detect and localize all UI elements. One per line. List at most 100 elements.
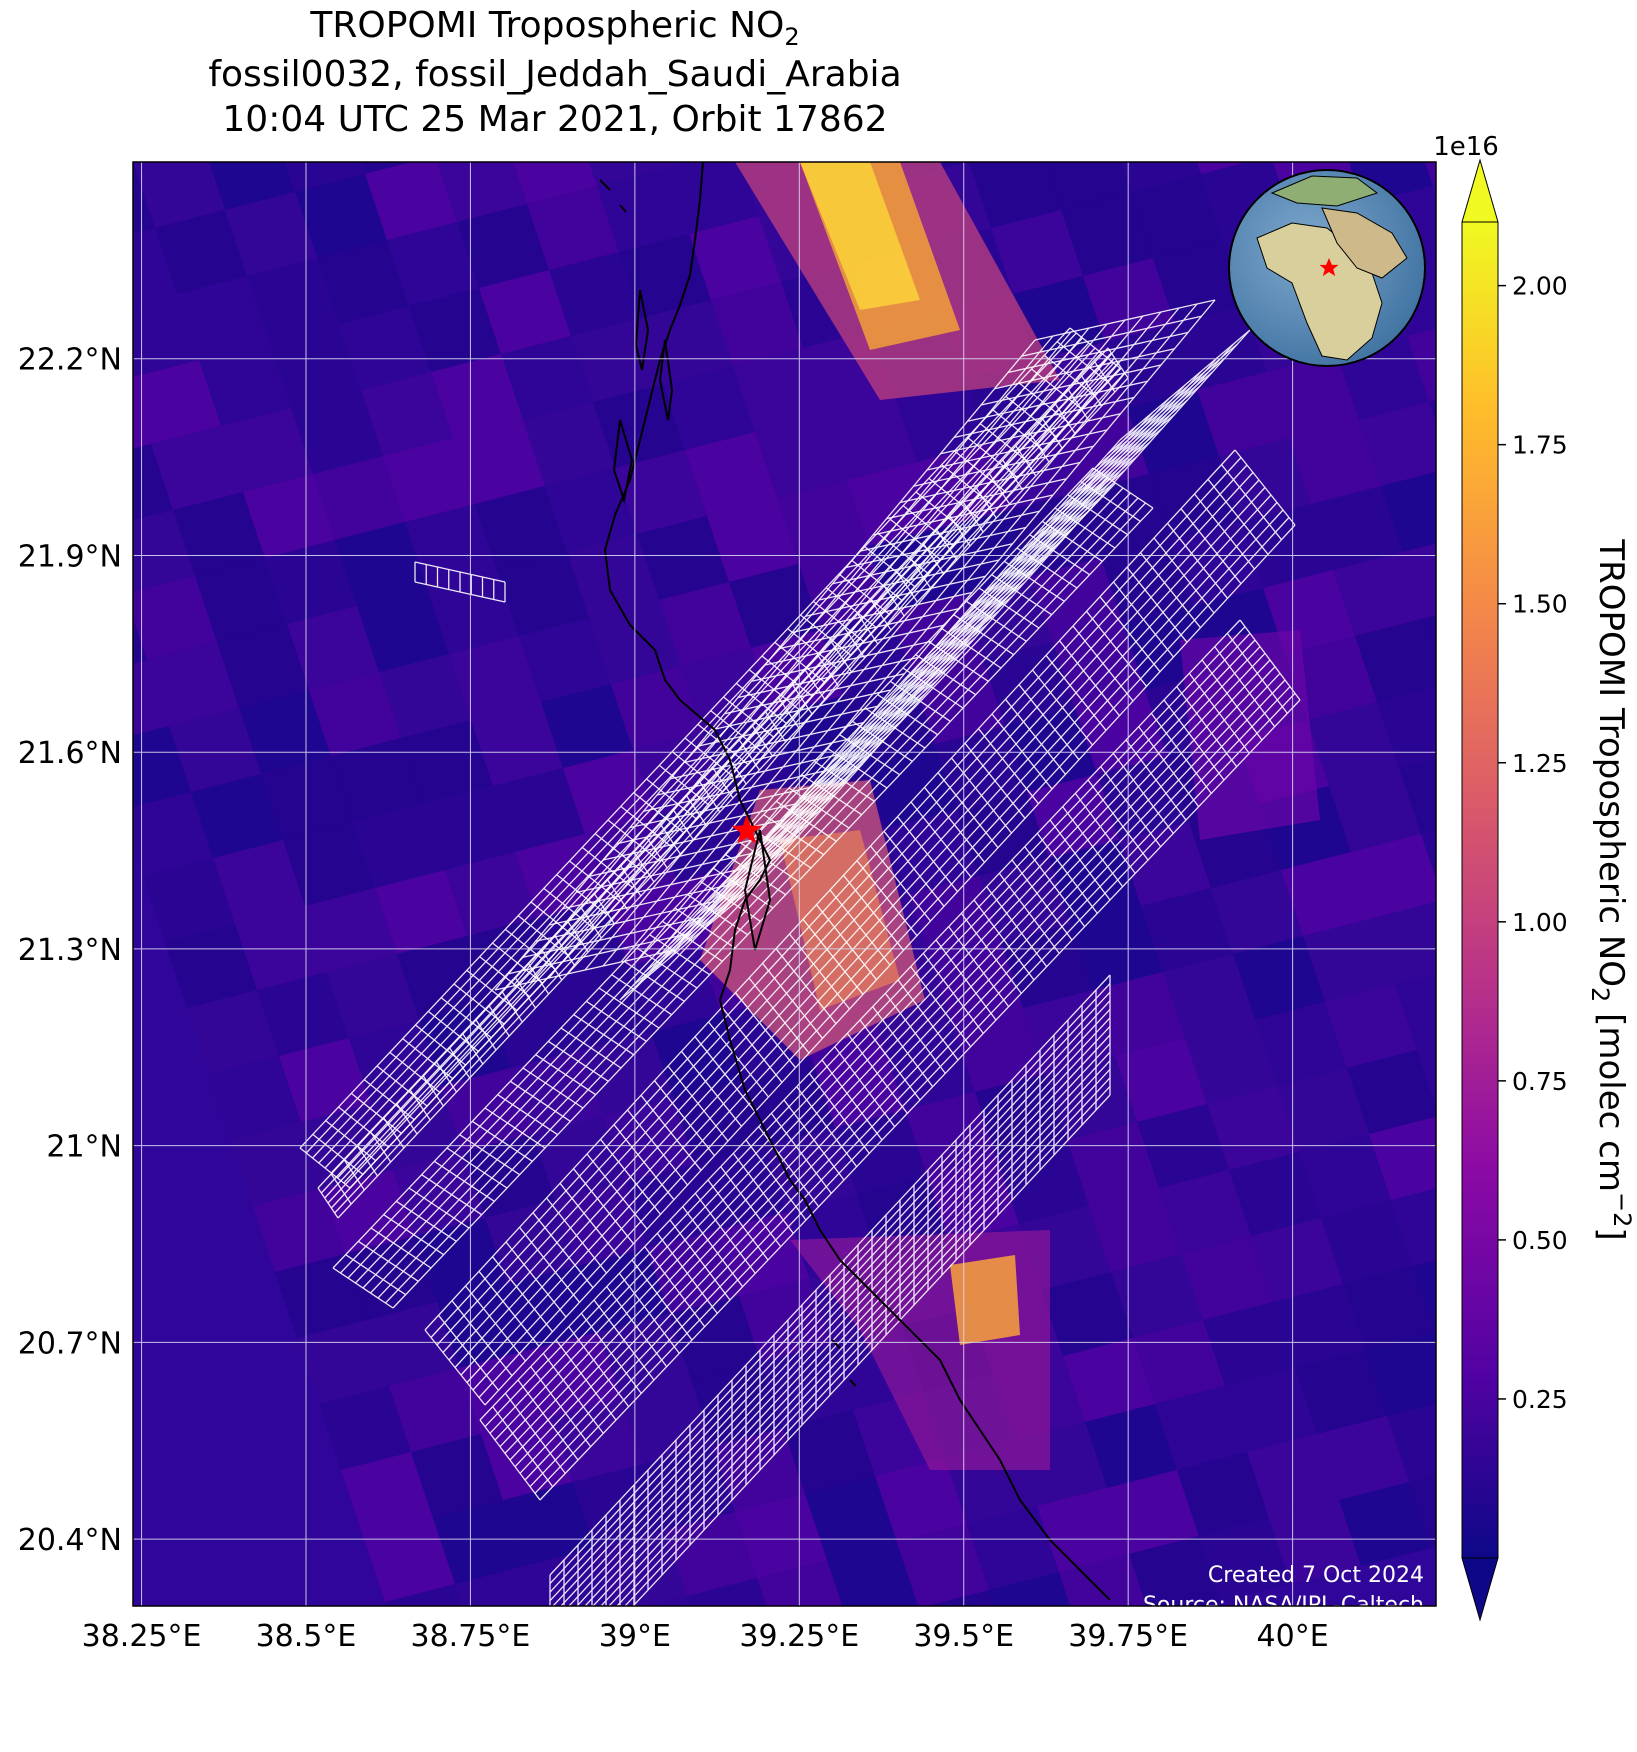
no2-pixel-tile bbox=[1367, 0, 1459, 54]
colorbar-label-sup: −2 bbox=[1608, 1192, 1636, 1227]
no2-pixel-tile bbox=[287, 606, 379, 690]
no2-pixel-tile bbox=[1413, 1260, 1436, 1332]
no2-pixel-tile bbox=[235, 906, 327, 990]
no2-pixel-tile bbox=[1529, 0, 1621, 84]
no2-pixel-tile bbox=[251, 42, 343, 126]
no2-pixel-tile bbox=[667, 162, 759, 234]
no2-pixel-tile bbox=[0, 396, 81, 480]
no2-pixel-tile bbox=[409, 288, 501, 372]
no2-pixel-tile bbox=[1425, 615, 1436, 651]
no2-pixel-tile bbox=[827, 1542, 919, 1606]
no2-pixel-tile bbox=[387, 222, 479, 306]
no2-pixel-tile bbox=[685, 432, 777, 516]
no2-pixel-tile bbox=[137, 0, 229, 12]
no2-pixel-tile bbox=[777, 480, 869, 564]
colorbar-tick-label: 1.75 bbox=[1512, 431, 1568, 460]
no2-pixel-tile bbox=[1107, 1470, 1199, 1554]
no2-pixel-tile bbox=[361, 372, 453, 456]
colorbar-label-suffix: [molec cm bbox=[1591, 1002, 1631, 1192]
no2-pixel-tile bbox=[1275, 0, 1367, 6]
no2-pixel-tile bbox=[133, 510, 195, 592]
no2-pixel-tile bbox=[297, 1320, 389, 1404]
x-tick-label: 39.5°E bbox=[913, 1619, 1014, 1654]
colorbar-extend-top bbox=[1461, 158, 1499, 223]
no2-pixel-tile bbox=[1121, 162, 1201, 192]
no2-pixel-tile bbox=[1277, 1068, 1369, 1152]
no2-pixel-tile bbox=[665, 162, 691, 168]
islands bbox=[599, 179, 857, 1387]
no2-pixel-tile bbox=[415, 1218, 507, 1302]
no2-pixel-tile bbox=[1551, 66, 1637, 150]
no2-pixel-tile bbox=[603, 1098, 695, 1182]
no2-pixel-tile bbox=[229, 0, 321, 60]
no2-pixel-tile bbox=[0, 0, 19, 66]
no2-pixel-tile bbox=[1507, 0, 1599, 18]
no2-pixel-tile bbox=[199, 342, 291, 426]
colorbar: 0.25 0.50 0.75 1.00 1.25 1.50 1.75 2.00 1e16 TR… bbox=[1433, 132, 1636, 1622]
no2-pixel-tile bbox=[1389, 36, 1481, 120]
no2-pixel-tile bbox=[0, 180, 85, 264]
no2-pixel-tile bbox=[1339, 1482, 1431, 1566]
no2-pixel-tile bbox=[231, 1122, 323, 1206]
no2-pixel-tile bbox=[209, 162, 295, 210]
colorbar-tick-label: 1.50 bbox=[1512, 590, 1568, 619]
colorbar-tick-label: 0.25 bbox=[1512, 1385, 1568, 1414]
x-tick-label: 39°E bbox=[599, 1619, 671, 1654]
no2-pixel-tile bbox=[1619, 1410, 1637, 1494]
no2-pixel-tile bbox=[1333, 552, 1425, 636]
no2-pixel-tile bbox=[213, 840, 305, 924]
no2-pixel-tile bbox=[0, 114, 63, 198]
no2-pixel-tile bbox=[493, 768, 585, 852]
no2-pixel-tile bbox=[663, 366, 755, 450]
no2-pixel-tile bbox=[611, 666, 703, 750]
no2-pixel-tile bbox=[1407, 328, 1436, 402]
no2-pixel-tile bbox=[191, 774, 283, 858]
no2-pixel-tile bbox=[365, 162, 457, 240]
pixel-footprint-swath bbox=[424, 449, 1296, 1406]
no2-pixel-tile bbox=[1621, 48, 1637, 132]
no2-pixel-tile bbox=[143, 858, 235, 942]
no2-pixel-tile bbox=[369, 0, 461, 24]
no2-pixel-tile bbox=[1071, 906, 1163, 990]
no2-pixel-tile bbox=[1503, 150, 1595, 234]
no2-pixel-tile bbox=[323, 1170, 415, 1254]
colorbar-frame bbox=[1461, 221, 1499, 1559]
no2-pixel-tile bbox=[1153, 240, 1245, 324]
no2-pixel-tile bbox=[641, 300, 733, 384]
title-line-2: fossil0032, fossil_Jeddah_Saudi_Arabia bbox=[208, 54, 902, 95]
no2-pixel-tile bbox=[269, 324, 361, 408]
colorbar-tick-label: 2.00 bbox=[1512, 272, 1568, 301]
no2-pixel-tile bbox=[1329, 768, 1421, 852]
no2-pixel-tile bbox=[1083, 258, 1175, 342]
no2-pixel-tile bbox=[0, 264, 37, 348]
no2-pixel-tile bbox=[897, 1524, 989, 1606]
no2-pixel-tile bbox=[883, 1026, 975, 1110]
no2-pixel-tile bbox=[1295, 1350, 1387, 1434]
no2-pixel-tile bbox=[597, 168, 689, 252]
no2-pixel-tile bbox=[1597, 1344, 1637, 1428]
y-tick-label: 21°N bbox=[46, 1130, 122, 1165]
no2-pixel-tile bbox=[1085, 1404, 1177, 1488]
europe-landmass bbox=[1270, 175, 1379, 207]
no2-pixel-tile bbox=[639, 1662, 731, 1746]
no2-pixel-tile bbox=[1591, 414, 1637, 498]
no2-pixel-tile bbox=[1321, 1200, 1413, 1284]
no2-pixel-tile bbox=[909, 876, 1001, 960]
no2-pixel-tile bbox=[67, 0, 159, 30]
pixel-footprint-swath bbox=[619, 329, 1251, 1001]
y-tick-label: 20.4°N bbox=[18, 1523, 122, 1558]
x-tick-label: 38.75°E bbox=[411, 1619, 531, 1654]
no2-pixel-tile bbox=[479, 270, 571, 354]
no2-pixel-tile bbox=[111, 78, 203, 162]
no2-pixel-tile bbox=[1031, 558, 1123, 642]
no2-pixel-tile bbox=[995, 0, 1087, 78]
no2-pixel-tile bbox=[133, 618, 147, 664]
colorbar-label-sub: 2 bbox=[1586, 987, 1614, 1002]
map-gridlines bbox=[133, 162, 1436, 1606]
no2-pixel-tile bbox=[1111, 1254, 1203, 1338]
no2-pixel-tile bbox=[527, 186, 619, 270]
no2-pixel-tile bbox=[1157, 24, 1249, 108]
no2-pixel-tile bbox=[1207, 1086, 1299, 1170]
no2-pixel-tile bbox=[1249, 72, 1341, 156]
x-tick-label: 38.5°E bbox=[256, 1619, 357, 1654]
